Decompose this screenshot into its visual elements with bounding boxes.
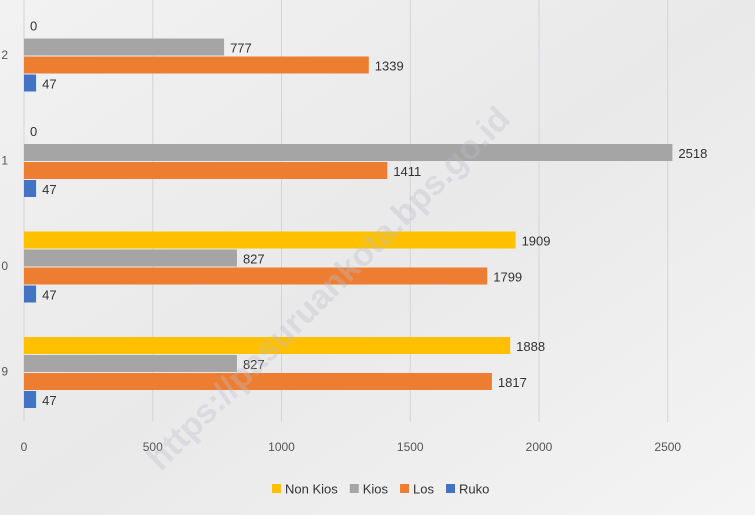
legend-swatch: [400, 484, 410, 493]
data-label: 1411: [393, 164, 421, 179]
data-label: 1888: [516, 339, 545, 354]
bar: [24, 180, 37, 197]
bar: [24, 38, 225, 56]
legend-swatch: [446, 484, 456, 493]
data-label: 0: [30, 124, 37, 139]
bar: [24, 373, 492, 390]
y-tick-label: 1: [1, 154, 8, 168]
bar: [24, 337, 511, 354]
data-label: 777: [230, 40, 252, 55]
y-tick-label: 2: [1, 48, 8, 62]
data-label: 1817: [498, 375, 527, 390]
bar: [24, 162, 388, 179]
x-tick-label: 500: [143, 440, 163, 454]
bar: [24, 285, 37, 303]
plot: 0 500 1000 1500 2000 2500 2 0 777 1339 47 1 0 2518 141…: [1, 0, 707, 496]
x-tick-label: 0: [21, 440, 28, 454]
bar: [24, 355, 237, 372]
x-tick-label: 2500: [654, 440, 681, 454]
legend-label: Kios: [363, 481, 389, 496]
y-tick-label: 9: [1, 365, 8, 379]
legend-swatch: [272, 484, 281, 493]
bar: [24, 391, 37, 408]
data-label: 1909: [522, 233, 551, 248]
x-tick-label: 1500: [397, 440, 424, 454]
legend-label: Los: [413, 481, 434, 496]
data-label: 827: [243, 357, 265, 372]
legend-label: Non Kios: [285, 481, 338, 496]
bar: [24, 267, 488, 285]
data-label: 2518: [678, 146, 707, 161]
y-tick-label: 0: [1, 259, 8, 273]
data-label: 827: [243, 251, 265, 266]
bar: [24, 249, 237, 267]
x-tick-label: 2000: [526, 440, 553, 454]
data-label: 47: [42, 182, 56, 197]
x-tick-label: 1000: [268, 440, 295, 454]
data-label: 0: [30, 18, 37, 33]
bar: [24, 144, 673, 161]
data-label: 47: [42, 287, 56, 302]
data-label: 47: [42, 393, 56, 408]
data-label: 47: [42, 76, 56, 91]
bar: [24, 56, 369, 74]
legend-label: Ruko: [459, 481, 489, 496]
legend-swatch: [349, 484, 359, 493]
bar: [24, 231, 516, 249]
bar: [24, 74, 37, 92]
data-label: 1339: [375, 58, 404, 73]
data-label: 1799: [493, 269, 522, 284]
